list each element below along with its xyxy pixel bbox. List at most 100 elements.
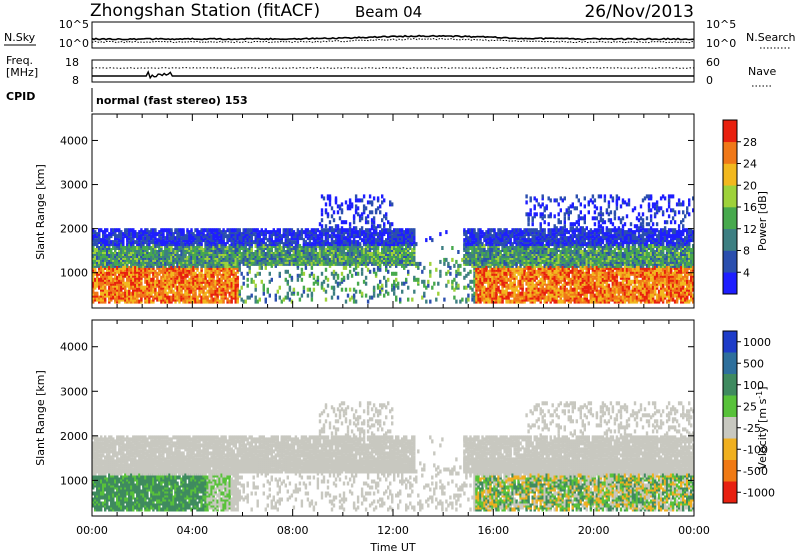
heatmap-cell [361, 198, 363, 202]
heatmap-cell [351, 274, 353, 278]
heatmap-cell [497, 274, 499, 278]
heatmap-cell [345, 300, 347, 304]
heatmap-cell [521, 284, 523, 288]
heatmap-cell [427, 284, 429, 288]
heatmap-cell [357, 272, 359, 276]
heatmap-cell [457, 284, 459, 288]
heatmap-cell [327, 284, 329, 288]
heatmap-cell [333, 210, 335, 214]
heatmap-cell [373, 216, 375, 220]
heatmap-cell [140, 282, 142, 286]
heatmap-cell [226, 276, 228, 280]
heatmap-cell [136, 232, 138, 236]
heatmap-cell [321, 218, 323, 222]
heatmap-cell [196, 274, 198, 278]
heatmap-cell [136, 274, 138, 278]
heatmap-cell [305, 266, 307, 270]
heatmap-cell [361, 226, 363, 230]
heatmap-cell [383, 198, 385, 202]
heatmap-cell [263, 284, 265, 288]
heatmap-cell [449, 272, 451, 276]
heatmap-cell [459, 264, 461, 268]
heatmap-cell [166, 244, 168, 248]
heatmap-cell [527, 274, 529, 278]
heatmap-cell [317, 282, 319, 286]
heatmap-cell [493, 228, 495, 232]
heatmap-cell [325, 290, 327, 294]
heatmap-cell [329, 220, 331, 224]
heatmap-cell [371, 210, 373, 214]
power-heatmap [92, 194, 694, 303]
heatmap-cell [136, 288, 138, 292]
noise-right-label: N.Search [746, 31, 796, 44]
heatmap-cell [279, 296, 281, 300]
heatmap-cell [154, 288, 156, 292]
heatmap-cell [532, 222, 534, 226]
heatmap-cell [303, 286, 305, 290]
heatmap-cell [431, 238, 433, 242]
heatmap-cell [343, 276, 345, 280]
heatmap-cell [166, 286, 168, 290]
heatmap-cell [347, 294, 349, 298]
beam-label: Beam 04 [355, 3, 422, 21]
heatmap-cell [345, 200, 347, 204]
heatmap-cell [321, 272, 323, 276]
heatmap-cell [413, 290, 415, 294]
heatmap-cell [331, 296, 333, 300]
heatmap-cell [255, 288, 257, 292]
freq-tick-high: 18 [65, 56, 79, 69]
heatmap-cell [166, 280, 168, 284]
heatmap-cell [497, 296, 499, 300]
heatmap-cell [347, 258, 349, 262]
heatmap-cell [337, 224, 339, 228]
heatmap-cell [379, 280, 381, 284]
heatmap-cell [106, 252, 108, 256]
heatmap-cell [353, 220, 355, 224]
heatmap-cell [323, 280, 325, 284]
heatmap-cell [247, 278, 249, 282]
heatmap-cell [166, 292, 168, 296]
heatmap-cell [313, 288, 315, 292]
heatmap-cell [383, 276, 385, 280]
noise-left-tick-low: 10^0 [59, 37, 89, 50]
heatmap-cell [325, 298, 327, 302]
heatmap-cell [447, 280, 449, 284]
heatmap-cell [323, 196, 325, 200]
heatmap-cell [170, 228, 172, 232]
heatmap-cell [154, 228, 156, 232]
heatmap-cell [353, 214, 355, 218]
frequency-panel: Freq. [MHz] 18 8 60 0 Nave [6, 54, 776, 87]
heatmap-cell [449, 266, 451, 270]
heatmap-cell [385, 284, 387, 288]
heatmap-cell [297, 292, 299, 296]
heatmap-cell [301, 278, 303, 282]
heatmap-cell [387, 292, 389, 296]
heatmap-cell [200, 242, 202, 246]
heatmap-cell [345, 266, 347, 270]
heatmap-cell [241, 286, 243, 290]
heatmap-cell [231, 300, 233, 304]
heatmap-cell [313, 274, 315, 278]
heatmap-cell [377, 206, 379, 210]
heatmap-cell [106, 276, 108, 280]
heatmap-cell [257, 232, 259, 236]
heatmap-cell [226, 280, 228, 284]
heatmap-cell [239, 228, 241, 232]
heatmap-cell [373, 268, 375, 272]
heatmap-cell [226, 246, 228, 250]
heatmap-cell [196, 242, 198, 246]
heatmap-cell [361, 268, 363, 272]
heatmap-cell [417, 278, 419, 282]
heatmap-cell [94, 268, 96, 272]
heatmap-cell [367, 300, 369, 304]
heatmap-cell [257, 228, 259, 232]
heatmap-cell [96, 292, 98, 296]
heatmap-cell [361, 272, 363, 276]
heatmap-cell [415, 242, 417, 246]
date-label: 26/Nov/2013 [584, 2, 694, 22]
heatmap-cell [341, 208, 343, 212]
heatmap-cell [395, 278, 397, 282]
heatmap-cell [536, 212, 538, 216]
heatmap-cell [325, 268, 327, 272]
heatmap-cell [445, 284, 447, 288]
